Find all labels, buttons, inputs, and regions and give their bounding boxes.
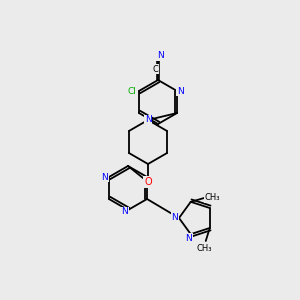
Text: N: N [122, 208, 128, 217]
Text: N: N [177, 86, 183, 95]
Text: N: N [102, 172, 108, 182]
Text: N: N [157, 52, 164, 61]
Text: CH₃: CH₃ [196, 244, 212, 253]
Text: Cl: Cl [128, 86, 136, 95]
Text: CH₃: CH₃ [205, 193, 220, 202]
Text: O: O [144, 177, 152, 187]
Text: N: N [145, 116, 152, 124]
Text: C: C [152, 64, 158, 74]
Text: N: N [185, 234, 192, 243]
Text: N: N [172, 212, 178, 221]
